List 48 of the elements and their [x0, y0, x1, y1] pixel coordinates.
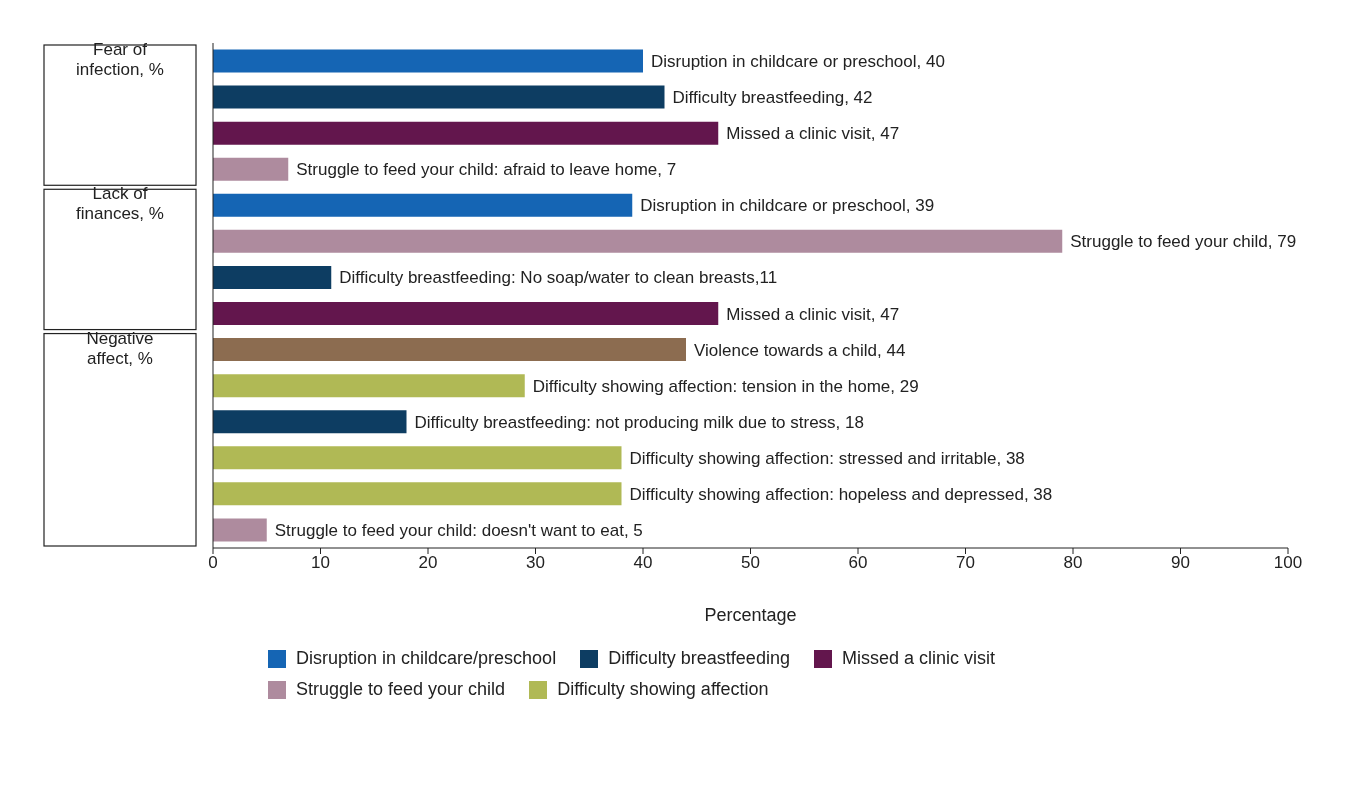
data-label: Disruption in childcare or preschool, 39 [640, 196, 935, 216]
data-label: Violence towards a child, 44 [694, 340, 906, 360]
data-label: Difficulty showing affection: tension in the home, 29 [532, 376, 919, 396]
bar [213, 374, 525, 398]
data-label: Difficulty breastfeeding, 42 [672, 88, 873, 108]
y-tick-label: Negative affect, % [86, 329, 154, 369]
x-axis-title: Percentage [704, 605, 797, 625]
bar [213, 265, 332, 289]
data-label: Difficulty showing affection: hopeless and depressed, 38 [629, 484, 1053, 504]
y-tick-label: Fear of infection, % [76, 40, 164, 80]
legend-label: Missed a clinic visit [841, 648, 995, 669]
x-tick-label: 70 [956, 553, 975, 573]
x-tick-label: 30 [526, 553, 545, 573]
bar [213, 193, 633, 217]
x-tick-label: 100 [1273, 553, 1303, 573]
legend-label: Struggle to feed your child [296, 679, 506, 700]
bar [213, 338, 686, 362]
legend-label: Disruption in childcare/preschool [296, 648, 557, 669]
bar [213, 121, 719, 145]
data-label: Disruption in childcare or preschool, 40 [651, 52, 945, 72]
x-tick-label: 20 [418, 553, 438, 573]
legend-label: Difficulty showing affection [557, 679, 769, 700]
bar [213, 301, 719, 325]
legend-label: Difficulty breastfeeding [608, 648, 790, 669]
data-label: Struggle to feed your child: doesn't want to eat, 5 [274, 520, 643, 540]
bar [213, 410, 407, 434]
x-tick-label: 10 [311, 553, 330, 573]
x-tick-label: 50 [741, 553, 760, 573]
data-label: Difficulty breastfeeding: not producing milk due to stress, 18 [414, 412, 864, 432]
bar [213, 446, 622, 470]
x-tick-label: 0 [208, 553, 218, 573]
data-label: Struggle to feed your child, 79 [1070, 232, 1297, 252]
x-tick-label: 40 [633, 553, 653, 573]
bar [213, 157, 289, 181]
data-label: Missed a clinic visit, 47 [726, 124, 900, 144]
bar [213, 85, 665, 109]
bar [213, 482, 622, 506]
bar [213, 229, 1063, 253]
data-label: Difficulty showing affection: stressed and irritable, 38 [629, 448, 1025, 468]
bar [213, 518, 267, 542]
x-tick-label: 90 [1171, 553, 1190, 573]
x-tick-label: 60 [848, 553, 868, 573]
data-label: Missed a clinic visit, 47 [726, 304, 900, 324]
data-label: Struggle to feed your child: afraid to leave home, 7 [296, 160, 677, 180]
y-tick-label: Lack of finances, % [76, 184, 164, 224]
bar [213, 49, 643, 73]
x-tick-label: 80 [1063, 553, 1083, 573]
data-label: Difficulty breastfeeding: No soap/water to clean breasts,11 [339, 268, 778, 288]
